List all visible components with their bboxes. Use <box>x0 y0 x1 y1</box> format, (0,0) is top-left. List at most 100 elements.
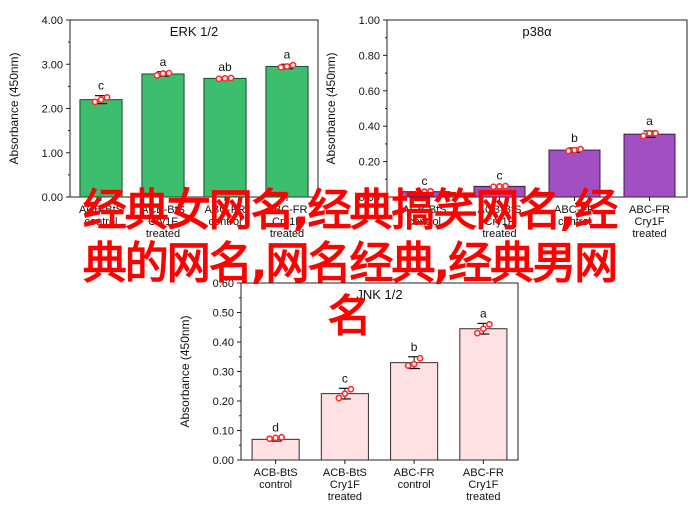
y-tick-label: 1.00 <box>42 148 63 160</box>
significance-letter: b <box>571 131 578 145</box>
replicate-point <box>410 360 418 368</box>
replicate-point <box>283 63 291 70</box>
replicate-point <box>416 354 424 362</box>
x-tick-label: control <box>208 216 241 228</box>
x-tick-label: ACB-BtS <box>477 204 521 216</box>
y-axis-label: Absorbance (450nm) <box>324 52 338 164</box>
x-tick-label: Cry1F <box>468 479 498 491</box>
x-tick-label: treated <box>482 228 516 240</box>
x-tick-label: ACB-BtS <box>141 204 185 216</box>
replicate-point <box>473 329 481 337</box>
replicate-point <box>103 94 111 101</box>
x-tick-label: ABC-FR <box>629 204 670 216</box>
replicate-point <box>335 394 343 402</box>
x-tick-label: treated <box>632 228 666 240</box>
x-tick-label: control <box>408 216 441 228</box>
replicate-point <box>277 63 285 71</box>
y-tick-label: 0.40 <box>213 337 234 349</box>
y-tick-label: 1.00 <box>359 15 380 27</box>
replicate-point <box>215 75 223 83</box>
x-tick-label: control <box>398 479 431 491</box>
significance-letter: d <box>272 421 279 435</box>
chart-panel-3: JNK 1/2 0.00 0.10 0.20 0.30 0.40 0.50 0.60 Absor… <box>178 278 519 503</box>
x-tick-label: ACB-BtS <box>323 467 367 479</box>
replicate-point <box>278 433 286 441</box>
x-tick-label: ACB-BtS <box>79 204 123 216</box>
chart-title: ERK 1/2 <box>170 24 218 39</box>
significance-letter: c <box>422 174 428 188</box>
replicate-point <box>415 188 422 196</box>
y-tick-label: 2.00 <box>42 104 63 116</box>
y-tick-label: 0.10 <box>213 426 234 438</box>
y-tick-label: 3.00 <box>42 59 63 71</box>
chart-panel-1: ERK 1/2 0.00 1.00 2.00 3.00 4.00 Absorbance (4… <box>7 15 319 240</box>
replicate-point <box>485 320 493 328</box>
bar <box>79 99 123 198</box>
overlay-text-line-1: 经典女网名,经典搞笑网名,经 <box>82 185 618 236</box>
y-tick-label: 0.60 <box>359 86 380 98</box>
x-tick-label: ABC-FR <box>554 204 595 216</box>
y-tick-label: 0.20 <box>213 396 234 408</box>
replicate-point <box>266 435 274 443</box>
y-tick-label: 0.50 <box>213 308 234 320</box>
x-tick-label: ACB-BtS <box>402 204 446 216</box>
replicate-point <box>427 187 434 195</box>
y-tick-label: 0.00 <box>42 192 63 204</box>
replicate-point <box>496 182 503 190</box>
y-tick-label: 0.30 <box>213 367 234 379</box>
replicate-point <box>646 129 653 137</box>
significance-letter: c <box>98 79 104 93</box>
x-tick-label: Cry1F <box>330 479 360 491</box>
significance-letter: a <box>480 306 487 320</box>
replicate-point <box>221 75 229 82</box>
y-tick-label: 0.40 <box>359 121 380 133</box>
replicate-point <box>404 362 412 369</box>
overlay-text-line-2: 典的网名,网名经典,经典男网 <box>82 238 618 289</box>
y-tick-label: 0.00 <box>213 455 234 467</box>
y-tick-label: 0.60 <box>213 278 234 290</box>
bar <box>390 362 439 461</box>
x-tick-label: ACB-BtS <box>254 467 298 479</box>
replicate-point <box>153 71 161 79</box>
y-tick-label: 4.00 <box>42 15 63 27</box>
x-tick-label: control <box>84 216 117 228</box>
significance-letter: ab <box>218 60 232 74</box>
replicate-point <box>289 61 297 69</box>
x-tick-label: ABC-FR <box>205 204 246 216</box>
x-tick-label: control <box>259 479 292 491</box>
replicate-point <box>640 132 647 140</box>
bar <box>459 328 508 461</box>
replicate-point <box>421 188 428 196</box>
replicate-point <box>565 147 572 155</box>
bar <box>265 65 309 198</box>
replicate-point <box>341 390 349 398</box>
y-tick-label: 0.00 <box>359 192 380 204</box>
x-tick-label: treated <box>328 491 362 503</box>
x-tick-label: Cry1F <box>485 216 515 228</box>
replicate-point <box>91 98 99 106</box>
bar <box>251 438 300 461</box>
replicate-point <box>165 69 173 77</box>
replicate-point <box>347 385 355 393</box>
x-tick-label: ABC-FR <box>267 204 308 216</box>
significance-letter: a <box>284 47 291 61</box>
significance-letter: a <box>160 55 167 69</box>
replicate-point <box>97 96 105 104</box>
y-tick-label: 0.80 <box>359 50 380 62</box>
significance-letter: c <box>497 168 503 182</box>
replicate-point <box>652 129 659 137</box>
replicate-point <box>227 74 235 82</box>
significance-letter: b <box>411 340 418 354</box>
x-tick-label: ABC-FR <box>394 467 435 479</box>
bar <box>320 393 369 461</box>
replicate-point <box>159 70 167 77</box>
x-tick-label: Cry1F <box>148 216 178 228</box>
x-tick-label: treated <box>466 491 500 503</box>
replicate-point <box>502 182 509 190</box>
bar <box>203 77 247 198</box>
replicate-point <box>479 325 487 333</box>
replicate-point <box>571 146 578 154</box>
bar <box>548 149 601 198</box>
chart-title: p38α <box>522 24 552 39</box>
